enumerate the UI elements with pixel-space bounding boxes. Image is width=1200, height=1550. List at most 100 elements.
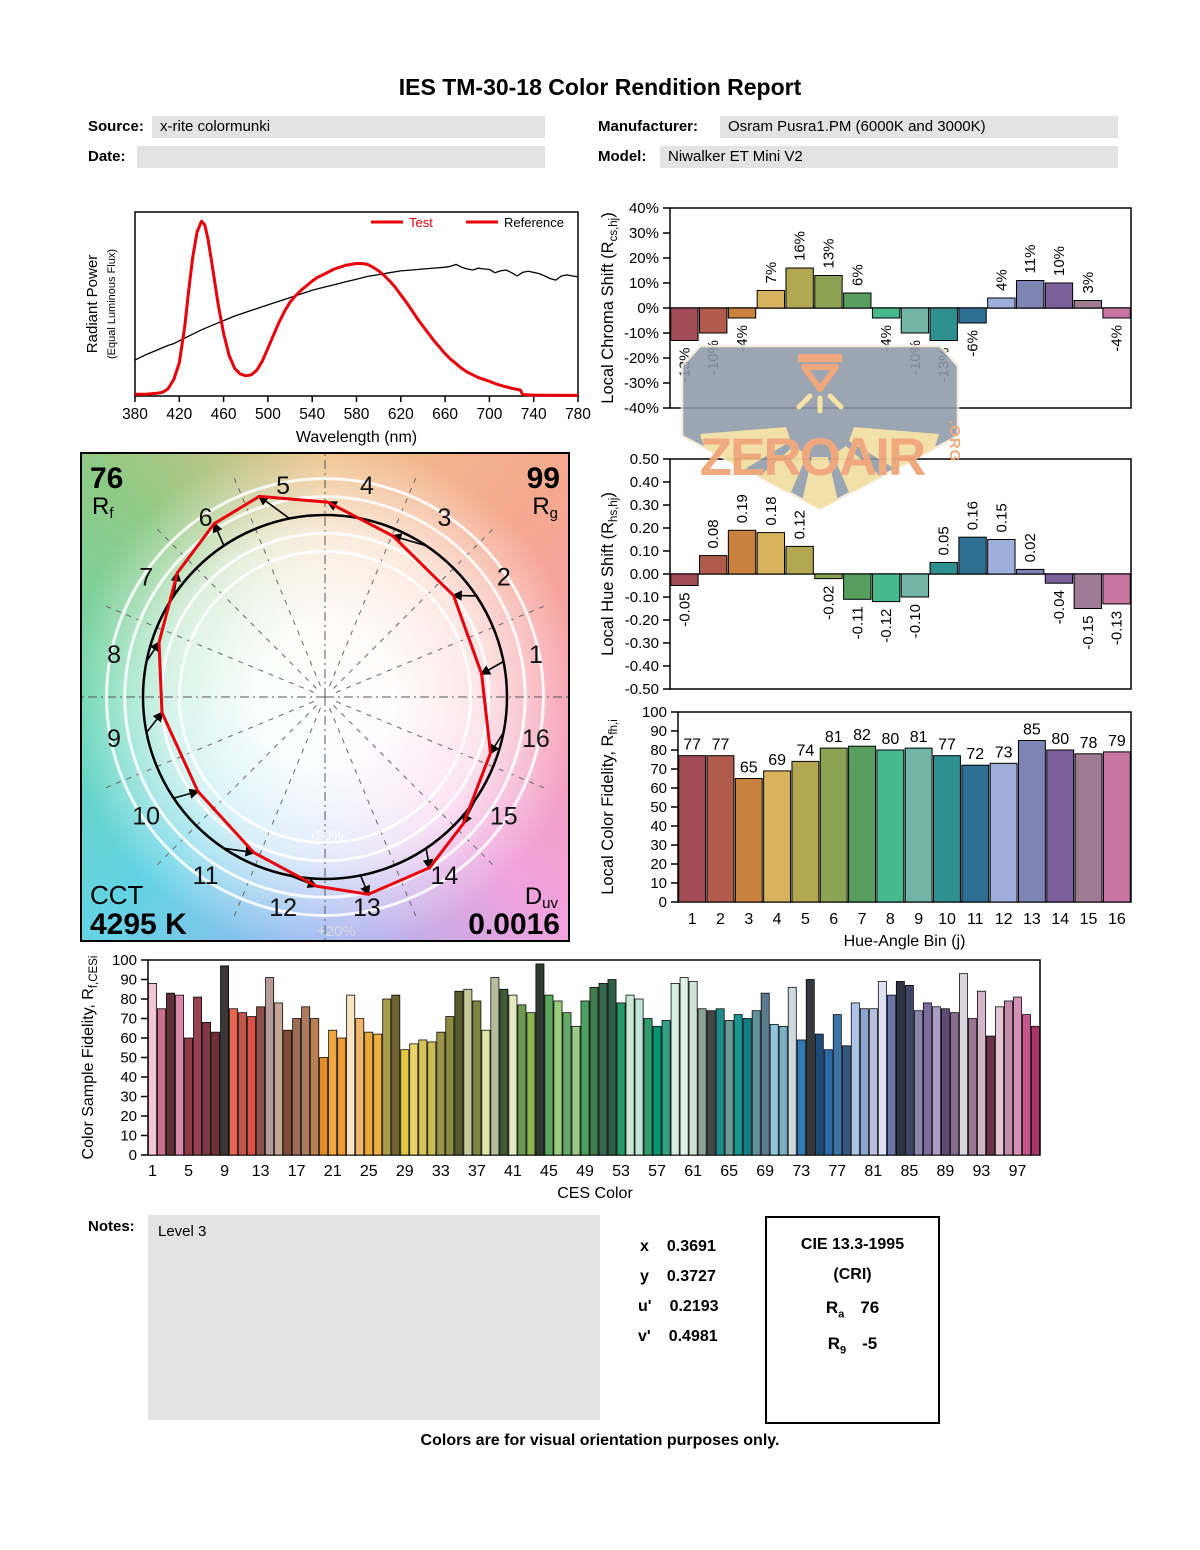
svg-text:-0.20: -0.20: [625, 612, 659, 629]
hue-bar-11: [958, 536, 987, 575]
spd-x-axis-label: Wavelength (nm): [296, 429, 417, 446]
svg-text:0.20: 0.20: [630, 520, 659, 537]
ces-y-axis-label: Color Sample Fidelity, Rf,CESi: [80, 956, 100, 1160]
ces-bar-59: [670, 983, 680, 1156]
svg-text:6%: 6%: [849, 264, 866, 286]
svg-text:81: 81: [910, 729, 928, 746]
ces-bar-44: [535, 963, 545, 1156]
spd-x-ticks: 380 420 460 500 540 580 620 660 700 740 780: [122, 396, 591, 423]
svg-text:60: 60: [650, 780, 667, 797]
date-field[interactable]: [137, 146, 545, 168]
fidelity-bar-13: [1017, 740, 1046, 903]
fidelity-bar-16: [1102, 751, 1131, 903]
svg-text:-0.50: -0.50: [625, 681, 659, 698]
ces-bar-86: [913, 1010, 923, 1156]
ces-bar-2: [157, 1008, 166, 1156]
svg-text:0.15: 0.15: [993, 503, 1010, 532]
svg-text:85: 85: [1023, 722, 1041, 739]
ces-bar-63: [706, 1010, 716, 1156]
svg-text:40: 40: [120, 1069, 137, 1086]
page-title: IES TM-30-18 Color Rendition Report: [398, 74, 802, 100]
chroma-bar-5: [785, 267, 814, 309]
y-label: y: [640, 1268, 649, 1285]
fidelity-x-axis-label: Hue-Angle Bin (j): [844, 933, 966, 950]
svg-text:7: 7: [139, 564, 153, 592]
hue-bar-13: [1015, 568, 1045, 575]
ces-bar-26: [373, 1033, 383, 1156]
svg-text:65: 65: [740, 760, 758, 777]
model-field[interactable]: Niwalker ET Mini V2: [660, 146, 1118, 168]
svg-text:0%: 0%: [637, 300, 659, 317]
svg-text:57: 57: [648, 1163, 666, 1180]
cvg-rf-value: 76: [90, 462, 123, 495]
hue-bar-5: [785, 545, 814, 575]
svg-text:0.08: 0.08: [705, 519, 722, 548]
ces-bar-31: [418, 1039, 428, 1156]
ces-bar-33: [436, 1031, 446, 1156]
cvg-test-polygon: [157, 494, 492, 896]
manufacturer-field[interactable]: Osram Pusra1.PM (6000K and 3000K): [720, 116, 1118, 138]
ces-bar-27: [382, 998, 392, 1156]
ces-bar-9: [220, 965, 230, 1156]
cvg-duv-label: Duv: [525, 883, 559, 912]
svg-text:80: 80: [1051, 731, 1069, 748]
fidelity-bars: [678, 740, 1131, 903]
fidelity-bar-3: [734, 778, 763, 903]
chroma-bar-11: [958, 307, 987, 324]
ces-bar-97: [1013, 996, 1022, 1156]
cri-subtitle: (CRI): [833, 1266, 872, 1283]
cvg-cct-label: CCT: [90, 880, 144, 910]
svg-text:0.05: 0.05: [936, 526, 953, 555]
ces-bar-95: [995, 1006, 1004, 1156]
hue-bar-12: [987, 539, 1016, 575]
ces-bar-25: [364, 1031, 374, 1156]
ces-bar-90: [949, 1012, 959, 1156]
ces-bar-71: [778, 1025, 788, 1156]
spd-legend: Test Reference: [371, 215, 564, 230]
svg-text:73: 73: [792, 1163, 810, 1180]
ces-bar-28: [391, 994, 401, 1156]
cvg-ring: [105, 477, 545, 917]
chromaticity-x-row: x 0.3691: [640, 1238, 716, 1256]
svg-text:1: 1: [148, 1163, 157, 1180]
fidelity-bar-4: [763, 770, 792, 903]
fidelity-bar-11: [961, 764, 990, 903]
ces-bar-1: [148, 983, 157, 1156]
ces-bar-12: [247, 1016, 257, 1156]
y-value: 0.3727: [666, 1268, 716, 1285]
fidelity-bar-5: [791, 760, 820, 903]
notes-field[interactable]: Level 3: [148, 1215, 600, 1420]
cvg-ring: [123, 495, 527, 899]
ces-bar-82: [877, 981, 887, 1156]
ces-bar-89: [940, 1008, 950, 1156]
ces-bar-58: [661, 1020, 671, 1156]
cvg-ring: [177, 549, 473, 845]
chroma-bar-4: [756, 290, 786, 309]
svg-text:30: 30: [120, 1089, 137, 1106]
fidelity-bar-1: [678, 755, 707, 903]
source-field[interactable]: x-rite colormunki: [152, 116, 545, 138]
svg-text:7%: 7%: [763, 262, 780, 284]
svg-text:620: 620: [388, 406, 414, 423]
ces-bar-51: [598, 983, 608, 1156]
chroma-bar-7: [843, 292, 872, 309]
svg-text:10%: 10%: [1051, 246, 1068, 276]
ces-bar-87: [922, 1002, 932, 1156]
svg-text:0: 0: [129, 1147, 137, 1164]
svg-text:4: 4: [773, 911, 782, 928]
svg-text:69: 69: [768, 752, 786, 769]
ces-bar-13: [256, 1006, 266, 1156]
svg-text:700: 700: [476, 406, 502, 423]
ces-bar-67: [742, 1018, 752, 1156]
chroma-bar-6: [814, 275, 843, 309]
svg-text:-0.30: -0.30: [625, 635, 659, 652]
ces-bar-23: [346, 994, 356, 1156]
svg-text:2: 2: [716, 911, 725, 928]
ces-bar-46: [553, 1000, 563, 1156]
svg-text:-0.10: -0.10: [907, 604, 924, 638]
ces-bar-92: [967, 1018, 977, 1156]
hue-bars: [670, 529, 1131, 609]
hue-bar-15: [1073, 573, 1102, 609]
cri-title: CIE 13.3-1995: [800, 1236, 905, 1253]
